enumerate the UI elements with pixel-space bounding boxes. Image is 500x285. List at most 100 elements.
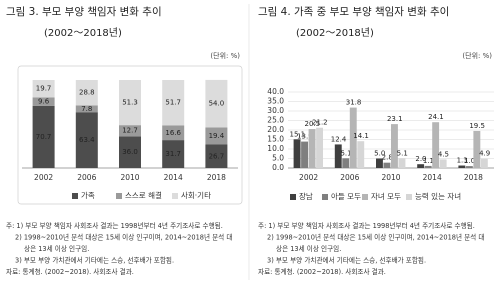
x-tick-label: 2006 [340, 173, 359, 182]
bar-segment [75, 80, 98, 106]
value-label: 19.4 [209, 132, 225, 140]
bar-segment [119, 80, 141, 126]
bar [376, 158, 383, 168]
bar [308, 129, 316, 168]
legend-swatch [406, 194, 412, 200]
value-label: 2.0 [415, 155, 426, 163]
value-label: 9.6 [38, 98, 50, 106]
legend-swatch [116, 193, 122, 199]
bar [432, 122, 440, 168]
bar [293, 139, 301, 168]
value-label: 12.4 [331, 135, 347, 143]
legend-swatch [322, 194, 328, 200]
x-tick-label: 2002 [34, 173, 53, 182]
value-label: 19.5 [469, 122, 485, 130]
bar-segment [205, 79, 228, 128]
legend-swatch [172, 193, 178, 199]
plot-frame [17, 65, 243, 205]
chart-title: 그림 4. 가족 중 부모 부양 책임자 변화 추이 [258, 5, 449, 18]
legend-label: 능력 있는 자녀 [415, 192, 461, 201]
value-label: 1.3 [457, 157, 468, 165]
legend-label: 자녀 모두 [371, 192, 401, 201]
bar [383, 162, 391, 168]
value-label: 24.1 [428, 113, 444, 121]
note: 자료: 통계청. (2002~2018). 사회조사 결과. [258, 267, 386, 276]
value-label: 20.5 [305, 120, 321, 128]
value-label: 15.1 [290, 130, 306, 138]
note: 주: 1) 부모 부양 책임자 사회조사 결과는 1998년부터 4년 주기조사… [258, 221, 475, 230]
y-tick-label: 15.0 [267, 135, 284, 144]
y-tick-label: 40.0 [267, 87, 284, 96]
note: 상은 13세 이상 인구임. [276, 244, 341, 253]
x-tick-label: 2002 [299, 173, 318, 182]
bar-segment [162, 125, 185, 141]
value-label: 7.8 [81, 105, 92, 113]
value-label: 5.1 [340, 149, 351, 157]
value-label: 23.1 [387, 115, 403, 123]
x-tick-label: 2014 [423, 173, 442, 182]
value-label: 12.7 [122, 127, 138, 135]
legend-label: 아들 모두 [331, 191, 361, 201]
value-label: 13.9 [297, 133, 313, 141]
bar-segment [75, 105, 98, 113]
value-label: 4.5 [438, 150, 449, 158]
value-label: 51.3 [122, 99, 138, 107]
value-label: 31.7 [165, 150, 181, 158]
legend-label: 장남 [299, 191, 313, 201]
chart-title: 그림 3. 부모 부양 책임자 변화 추이 [6, 5, 162, 18]
bar [334, 144, 342, 168]
value-label: 70.7 [36, 133, 52, 141]
value-label: 63.4 [79, 136, 95, 144]
note: 2) 1998~2010년 분석 대상은 15세 이상 인구이며, 2014~2… [15, 233, 232, 242]
bar [316, 127, 323, 168]
bar-segment [119, 136, 141, 168]
bar [458, 165, 466, 168]
bar [439, 159, 447, 168]
value-label: 31.8 [346, 99, 362, 107]
x-tick-label: 2010 [381, 173, 400, 182]
value-label: 16.6 [165, 129, 181, 137]
legend-label: 가족 [81, 191, 95, 200]
unit-label: (단위: %) [462, 51, 492, 60]
value-label: 26.7 [209, 152, 225, 160]
note: 3) 부모 부양 가치관에서 기타에는 스승, 선후배가 포함됨. [267, 256, 426, 265]
value-label: 51.7 [165, 99, 181, 107]
bar-segment [32, 105, 55, 168]
note: 3) 부모 부양 가치관에서 기타에는 스승, 선후배가 포함됨. [15, 256, 174, 265]
x-tick-label: 2018 [207, 173, 226, 182]
bar-segment [162, 140, 185, 168]
y-tick-label: 5.0 [272, 154, 284, 163]
y-tick-label: 30.0 [267, 106, 284, 115]
bar [480, 158, 488, 168]
y-tick-label: 20.0 [267, 125, 284, 134]
bar-segment [119, 125, 141, 137]
bar-segment [205, 144, 228, 168]
bar [398, 158, 406, 168]
x-tick-label: 2014 [164, 173, 183, 182]
value-label: 19.7 [36, 85, 52, 93]
bar [391, 124, 398, 168]
x-tick-label: 2018 [464, 173, 483, 182]
legend-label: 사회·기타 [181, 191, 211, 200]
note: 주: 1) 부모 부양 책임자 사회조사 결과는 1998년부터 4년 주기조사… [6, 221, 223, 230]
bar [417, 164, 425, 168]
y-tick-label: 10.0 [267, 144, 284, 153]
note: 상은 13세 이상 인구임. [24, 244, 89, 253]
legend-label: 스스로 해결 [125, 190, 162, 200]
y-tick-label: 0.0 [272, 163, 284, 172]
value-label: 5.0 [374, 150, 385, 158]
value-label: 14.1 [353, 132, 369, 140]
x-tick-label: 2006 [77, 173, 96, 182]
y-tick-label: 35.0 [267, 97, 284, 106]
note: 2) 1998~2010년 분석 대상은 15세 이상 인구이며, 2014~2… [267, 233, 484, 242]
bar [349, 107, 357, 168]
value-label: 1.1 [423, 157, 434, 165]
value-label: 4.9 [479, 150, 490, 158]
bar [424, 165, 432, 168]
x-tick-label: 2010 [120, 173, 139, 182]
note: 자료: 통계청. (2002~2018). 사회조사 결과. [6, 267, 134, 276]
bar [342, 158, 350, 168]
bar [301, 141, 308, 168]
